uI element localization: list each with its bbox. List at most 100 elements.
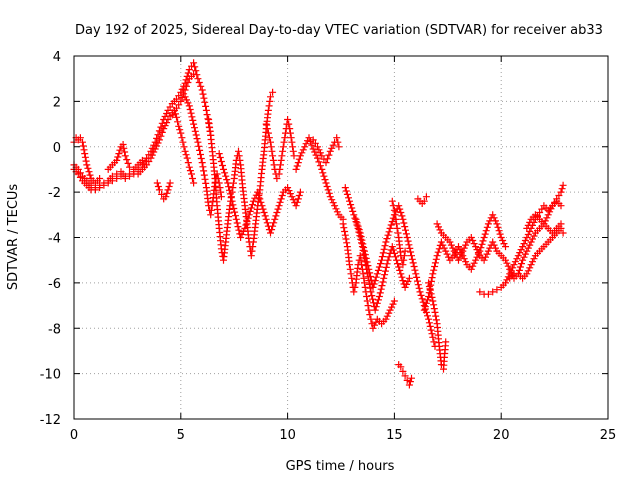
data-point-marker (536, 245, 546, 255)
data-point-marker (527, 218, 538, 232)
data-point-marker (254, 188, 265, 206)
data-point-marker (553, 197, 563, 207)
data-point-marker (506, 272, 516, 282)
data-point-marker (153, 179, 162, 190)
data-point-marker (472, 250, 482, 264)
data-point-marker (121, 175, 129, 182)
data-point-marker (126, 172, 133, 180)
data-point-marker (365, 306, 374, 319)
data-point-marker (493, 286, 501, 294)
data-point-marker (399, 215, 410, 238)
data-point-marker (350, 283, 359, 296)
data-point-marker (433, 220, 444, 234)
data-point-marker (76, 134, 84, 142)
y-tick-label: 4 (53, 50, 61, 65)
data-point-marker (138, 156, 146, 164)
data-point-marker (164, 103, 174, 114)
data-point-marker (74, 170, 84, 181)
data-point-marker (190, 120, 201, 143)
data-point-marker (437, 238, 448, 252)
data-point-marker (108, 177, 116, 185)
data-point-marker (502, 243, 509, 251)
data-point-marker (429, 333, 438, 346)
data-point-marker (489, 288, 497, 296)
data-point-marker (497, 252, 507, 262)
data-point-marker (446, 254, 456, 264)
data-point-marker (215, 150, 226, 169)
data-point-marker (121, 152, 132, 167)
data-point-marker (147, 148, 158, 162)
data-point-marker (510, 255, 521, 269)
x-axis-label: GPS time / hours (286, 459, 395, 474)
data-point-marker (188, 170, 196, 182)
data-point-marker (309, 145, 320, 159)
data-point-marker (108, 159, 119, 169)
data-series-track-16 (388, 197, 409, 269)
data-point-marker (228, 197, 239, 220)
x-tick-label: 25 (600, 428, 617, 443)
data-point-marker (395, 234, 404, 256)
x-tick-label: 0 (70, 428, 78, 443)
data-point-marker (373, 315, 383, 325)
data-point-marker (194, 138, 205, 162)
data-point-marker (378, 242, 389, 264)
data-point-marker (162, 189, 171, 201)
data-point-marker (335, 143, 343, 151)
data-point-marker (352, 264, 362, 287)
data-point-marker (151, 131, 162, 146)
data-point-marker (249, 224, 259, 246)
data-point-marker (382, 228, 393, 246)
data-point-marker (455, 250, 465, 264)
y-tick-label: 2 (53, 95, 61, 110)
data-point-marker (367, 315, 376, 328)
data-point-marker (326, 141, 337, 155)
data-point-marker (484, 241, 495, 255)
data-point-marker (459, 241, 470, 255)
data-point-marker (527, 213, 537, 223)
data-series-track-15 (352, 202, 439, 350)
data-point-marker (143, 158, 153, 169)
data-point-marker (181, 93, 192, 107)
y-tick-label: -12 (40, 413, 61, 428)
data-point-marker (160, 110, 171, 123)
data-point-marker (450, 247, 461, 261)
data-point-marker (292, 155, 303, 173)
data-point-marker (343, 243, 353, 265)
x-tick-label: 5 (177, 428, 185, 443)
data-point-marker (476, 288, 484, 296)
data-point-marker (497, 281, 507, 291)
data-point-marker (151, 139, 162, 153)
data-series-track-17 (395, 361, 415, 389)
data-point-marker (463, 261, 473, 271)
data-point-marker (476, 237, 487, 255)
data-point-marker (489, 238, 499, 252)
data-series-track-9 (215, 150, 304, 241)
data-point-marker (213, 202, 223, 229)
data-point-marker (81, 150, 90, 165)
data-point-marker (284, 184, 294, 198)
data-point-marker (134, 168, 144, 178)
data-point-marker (279, 134, 289, 151)
data-point-marker (397, 363, 405, 371)
data-point-marker (557, 185, 566, 196)
data-point-marker (380, 260, 391, 282)
data-point-marker (371, 296, 382, 314)
data-point-marker (523, 241, 534, 255)
data-point-marker (190, 179, 198, 187)
data-point-marker (286, 125, 295, 142)
data-point-marker (126, 163, 133, 171)
data-point-marker (207, 202, 216, 219)
data-point-marker (318, 152, 328, 163)
data-point-marker (437, 229, 447, 239)
data-point-marker (173, 101, 183, 112)
data-point-marker (352, 215, 363, 234)
data-point-marker (361, 247, 372, 270)
data-series-track-10 (262, 116, 298, 182)
data-point-marker (467, 259, 478, 273)
axis-ticks (73, 55, 609, 420)
data-point-marker (405, 378, 414, 389)
data-point-marker (181, 147, 190, 159)
data-point-marker (166, 179, 174, 187)
data-point-marker (258, 202, 269, 220)
data-point-marker (301, 137, 311, 151)
